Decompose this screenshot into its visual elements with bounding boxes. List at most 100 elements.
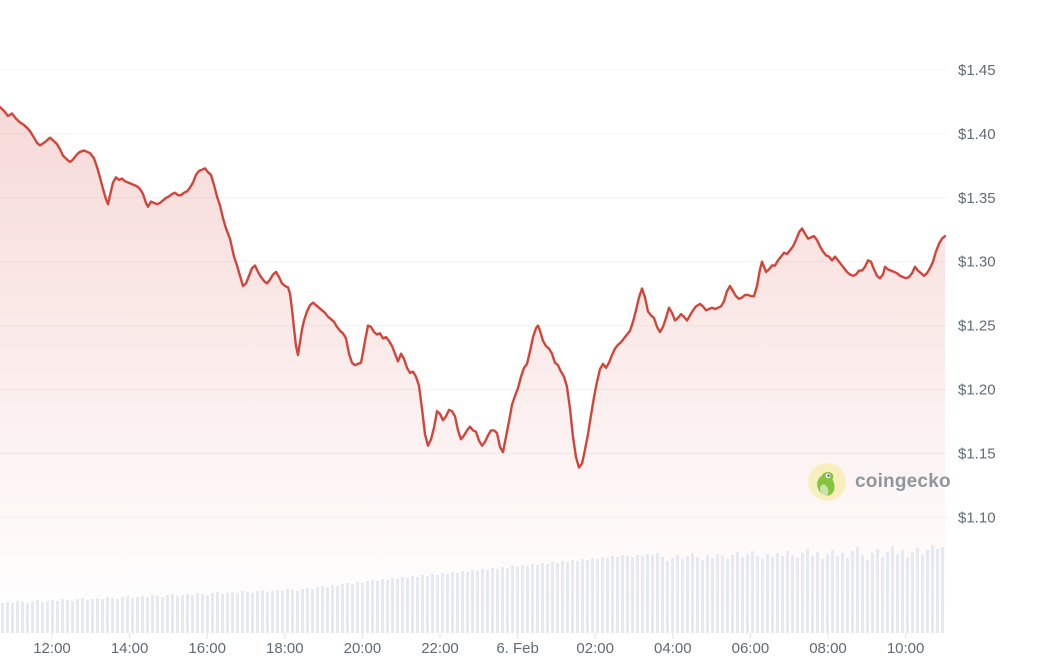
volume-bar — [261, 590, 264, 633]
volume-bar — [576, 561, 579, 633]
volume-bar — [546, 564, 549, 633]
volume-bar — [746, 554, 749, 633]
volume-bar — [631, 557, 634, 633]
x-axis-label: 02:00 — [576, 640, 614, 657]
volume-bar — [656, 553, 659, 633]
volume-bar — [881, 557, 884, 633]
volume-bar — [701, 560, 704, 633]
volume-bar — [306, 588, 309, 633]
volume-bar — [311, 589, 314, 633]
volume-bar — [21, 602, 24, 633]
y-axis-label: $1.15 — [958, 445, 996, 462]
volume-bar — [86, 600, 89, 633]
volume-bar — [661, 557, 664, 633]
volume-bar — [11, 603, 14, 633]
volume-bar — [171, 594, 174, 633]
volume-bar — [621, 555, 624, 633]
volume-bar — [356, 582, 359, 633]
x-axis-tick-marks — [51, 633, 907, 639]
volume-bar — [686, 556, 689, 633]
volume-bar — [831, 550, 834, 633]
volume-bar — [321, 586, 324, 633]
volume-bar — [136, 597, 139, 633]
x-axis-label: 08:00 — [809, 640, 847, 657]
volume-bar — [396, 579, 399, 633]
volume-bar — [386, 580, 389, 633]
volume-bar — [271, 591, 274, 633]
volume-bar — [246, 592, 249, 633]
volume-bar — [711, 558, 714, 633]
volume-bar — [351, 584, 354, 633]
x-axis-label: 22:00 — [421, 640, 459, 657]
volume-bar — [146, 597, 149, 633]
volume-bar — [521, 565, 524, 633]
volume-bar — [36, 600, 39, 633]
volume-bar — [376, 581, 379, 633]
volume-bar — [726, 559, 729, 633]
volume-bar — [896, 554, 899, 633]
volume-bar — [131, 598, 134, 633]
volume-bar — [681, 559, 684, 633]
volume-bar — [156, 596, 159, 633]
volume-bar — [96, 598, 99, 633]
volume-bar — [236, 593, 239, 633]
volume-bar — [916, 548, 919, 633]
volume-bar — [541, 563, 544, 633]
volume-bar — [806, 549, 809, 633]
volume-bar — [426, 576, 429, 633]
x-axis-labels: 12:00 14:00 16:00 18:00 20:00 22:00 6. Feb 02:0… — [33, 640, 924, 657]
volume-bar — [636, 555, 639, 633]
volume-bar — [796, 558, 799, 633]
volume-bar — [286, 589, 289, 633]
volume-bar — [616, 557, 619, 633]
volume-bar — [296, 591, 299, 633]
volume-bar — [866, 560, 869, 633]
volume-bar — [641, 556, 644, 633]
volume-bar — [126, 596, 129, 633]
volume-bar — [826, 554, 829, 633]
volume-bar — [511, 566, 514, 633]
volume-bar — [931, 545, 934, 633]
volume-bar — [31, 601, 34, 633]
volume-bar — [381, 579, 384, 633]
volume-bar — [901, 550, 904, 633]
volume-bar — [316, 587, 319, 633]
volume-bar — [161, 597, 164, 633]
y-axis-label: $1.10 — [958, 509, 996, 526]
volume-bar — [451, 572, 454, 633]
y-axis-label: $1.30 — [958, 254, 996, 271]
volume-bar — [801, 553, 804, 633]
price-area-path — [0, 107, 945, 641]
volume-bar — [186, 594, 189, 633]
volume-bar — [1, 603, 4, 633]
volume-bar — [626, 556, 629, 633]
x-axis-label: 16:00 — [188, 640, 226, 657]
volume-bar — [366, 581, 369, 633]
volume-bar — [241, 591, 244, 633]
volume-bar — [181, 595, 184, 633]
price-line — [0, 105, 947, 469]
volume-bar — [596, 559, 599, 633]
volume-bar — [501, 567, 504, 633]
volume-bar — [406, 578, 409, 633]
volume-bar — [926, 550, 929, 633]
coingecko-watermark-text: coingecko — [855, 471, 951, 492]
volume-bar — [776, 553, 779, 633]
volume-bar — [101, 599, 104, 633]
volume-bar — [851, 551, 854, 633]
volume-bar — [781, 556, 784, 633]
volume-bar — [346, 583, 349, 633]
volume-bar — [91, 599, 94, 633]
x-axis-label: 06:00 — [732, 640, 770, 657]
volume-bar — [251, 593, 254, 633]
volume-bar — [651, 555, 654, 633]
volume-bar — [341, 584, 344, 633]
volume-bar — [486, 570, 489, 633]
volume-bar — [201, 594, 204, 633]
volume-bar — [871, 553, 874, 633]
volume-bar — [551, 562, 554, 633]
volume-bar — [821, 559, 824, 633]
volume-bar — [706, 555, 709, 633]
